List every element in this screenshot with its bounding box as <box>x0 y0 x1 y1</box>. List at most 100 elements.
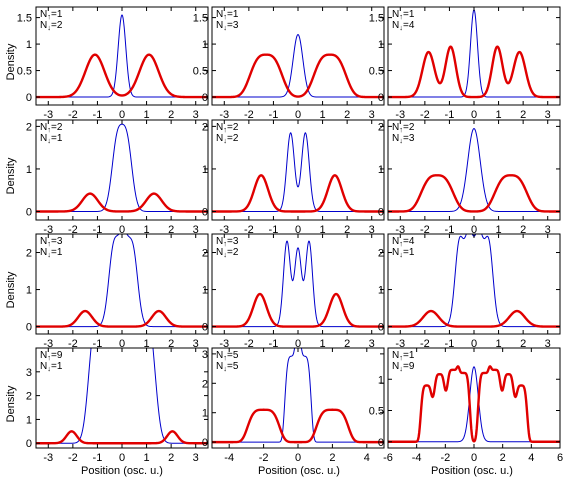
y-tick-label: 0.5 <box>369 66 384 78</box>
x-tick-label: 2 <box>520 109 526 121</box>
y-tick-label: 1 <box>26 414 32 426</box>
x-tick-label: 2 <box>344 224 350 236</box>
x-tick-label: -2 <box>259 452 269 464</box>
x-tick-label: 2 <box>168 224 174 236</box>
panel-1: -3 -2 -1 0 1 2 300.511.5 N↑=1N↓=2 <box>17 6 209 121</box>
spin-count-label: N↑=1 <box>392 350 415 362</box>
density-line-spin-down <box>36 309 208 328</box>
x-axis-label-col-1: Position (osc. u.) <box>81 465 163 477</box>
x-tick-label: -3 <box>43 109 53 121</box>
y-tick-label: 1 <box>378 164 384 176</box>
x-tick-label: -3 <box>395 109 405 121</box>
density-line-spin-down <box>388 309 560 328</box>
y-tick-label: 2 <box>202 248 208 260</box>
x-tick-label: 3 <box>193 452 199 464</box>
spin-count-label: N↓=5 <box>216 361 239 373</box>
density-line-spin-up <box>212 132 384 212</box>
spin-count-label: N↓=9 <box>392 361 415 373</box>
density-line-spin-down <box>212 53 384 99</box>
x-tick-label: 0 <box>295 452 301 464</box>
y-tick-label: 0 <box>378 206 384 218</box>
x-tick-label: 6 <box>557 452 563 464</box>
y-tick-label: 1 <box>202 285 208 297</box>
spin-count-label: N↓=1 <box>40 247 63 259</box>
spin-count-label: N↓=4 <box>392 20 415 32</box>
density-line-spin-down <box>388 174 560 213</box>
density-line-spin-down <box>212 292 384 328</box>
x-tick-label: -2 <box>420 109 430 121</box>
x-tick-label: 2 <box>520 338 526 350</box>
x-tick-label: 2 <box>520 224 526 236</box>
x-tick-label: -2 <box>68 338 78 350</box>
x-tick-label: -2 <box>440 452 450 464</box>
x-tick-label: -3 <box>219 109 229 121</box>
y-tick-label: 3 <box>202 349 208 361</box>
x-tick-label: -2 <box>244 109 254 121</box>
y-axis-label-row-4: Density <box>5 385 17 422</box>
x-tick-label: -3 <box>43 338 53 350</box>
x-tick-label: -1 <box>93 338 103 350</box>
x-tick-label: 0 <box>295 338 301 350</box>
x-tick-label: 0 <box>119 452 125 464</box>
y-tick-label: 1.5 <box>193 13 208 25</box>
x-tick-label: 3 <box>369 224 375 236</box>
panel-9: -3 -2 -1 0 1 2 3 0 1 2 N↑=4N↓=1 <box>378 233 561 350</box>
x-axis-label-col-2: Position (osc. u.) <box>258 465 340 477</box>
spin-count-label: N↑=3 <box>216 236 239 248</box>
x-tick-label: 1 <box>496 224 502 236</box>
x-tick-label: 0 <box>471 338 477 350</box>
spin-count-label: N↓=1 <box>392 247 415 259</box>
x-tick-label: 1 <box>496 109 502 121</box>
x-tick-label: -2 <box>68 452 78 464</box>
x-tick-label: -2 <box>420 224 430 236</box>
y-tick-label: 0 <box>202 92 208 104</box>
x-tick-label: -2 <box>68 224 78 236</box>
x-tick-label: 3 <box>545 338 551 350</box>
spin-count-label: N↓=2 <box>216 247 239 259</box>
panel-3: -3 -2 -1 0 1 2 300.511.5 N↑=1N↓=4 <box>369 6 561 121</box>
x-tick-label: -1 <box>93 452 103 464</box>
density-line-spin-down <box>36 53 208 99</box>
y-tick-label: 0 <box>26 206 32 218</box>
y-tick-label: 2 <box>26 391 32 403</box>
x-tick-label: -2 <box>68 109 78 121</box>
spin-count-label: N↓=2 <box>216 133 239 145</box>
density-line-spin-down <box>36 430 208 445</box>
spin-count-label: N↑=1 <box>216 9 239 21</box>
y-tick-label: 2 <box>378 121 384 133</box>
y-tick-label: 2 <box>202 378 208 390</box>
y-tick-label: 1 <box>26 39 32 51</box>
y-tick-label: 0 <box>378 92 384 104</box>
x-tick-label: 2 <box>344 338 350 350</box>
x-tick-label: 3 <box>193 109 199 121</box>
x-axis-label-col-3: Position (osc. u.) <box>431 465 513 477</box>
y-tick-label: 1 <box>378 374 384 386</box>
x-tick-label: -3 <box>395 338 405 350</box>
y-tick-label: 1 <box>378 285 384 297</box>
density-line-spin-down <box>388 365 560 443</box>
spin-count-label: N↓=3 <box>392 133 415 145</box>
spin-count-label: N↑=4 <box>392 236 415 248</box>
density-line-spin-down <box>388 45 560 99</box>
y-axis-label-row-2: Density <box>5 157 17 194</box>
y-tick-label: 0 <box>26 92 32 104</box>
spin-count-label: N↓=1 <box>40 361 63 373</box>
spin-count-label: N↑=1 <box>40 9 63 21</box>
y-tick-label: 0 <box>202 322 208 334</box>
y-tick-label: 0.5 <box>193 66 208 78</box>
x-tick-label: 2 <box>168 338 174 350</box>
panel-2: -3 -2 -1 0 1 2 300.511.5 N↑=1N↓=3 <box>193 6 385 121</box>
y-tick-label: 1 <box>26 285 32 297</box>
y-tick-label: 2 <box>26 248 32 260</box>
density-line-spin-up <box>212 34 384 98</box>
x-tick-label: 4 <box>528 452 534 464</box>
x-tick-label: -6 <box>383 452 393 464</box>
y-tick-label: 0 <box>202 437 208 449</box>
density-line-spin-up <box>388 366 560 443</box>
density-line-spin-down <box>212 408 384 444</box>
y-tick-label: 2 <box>378 248 384 260</box>
